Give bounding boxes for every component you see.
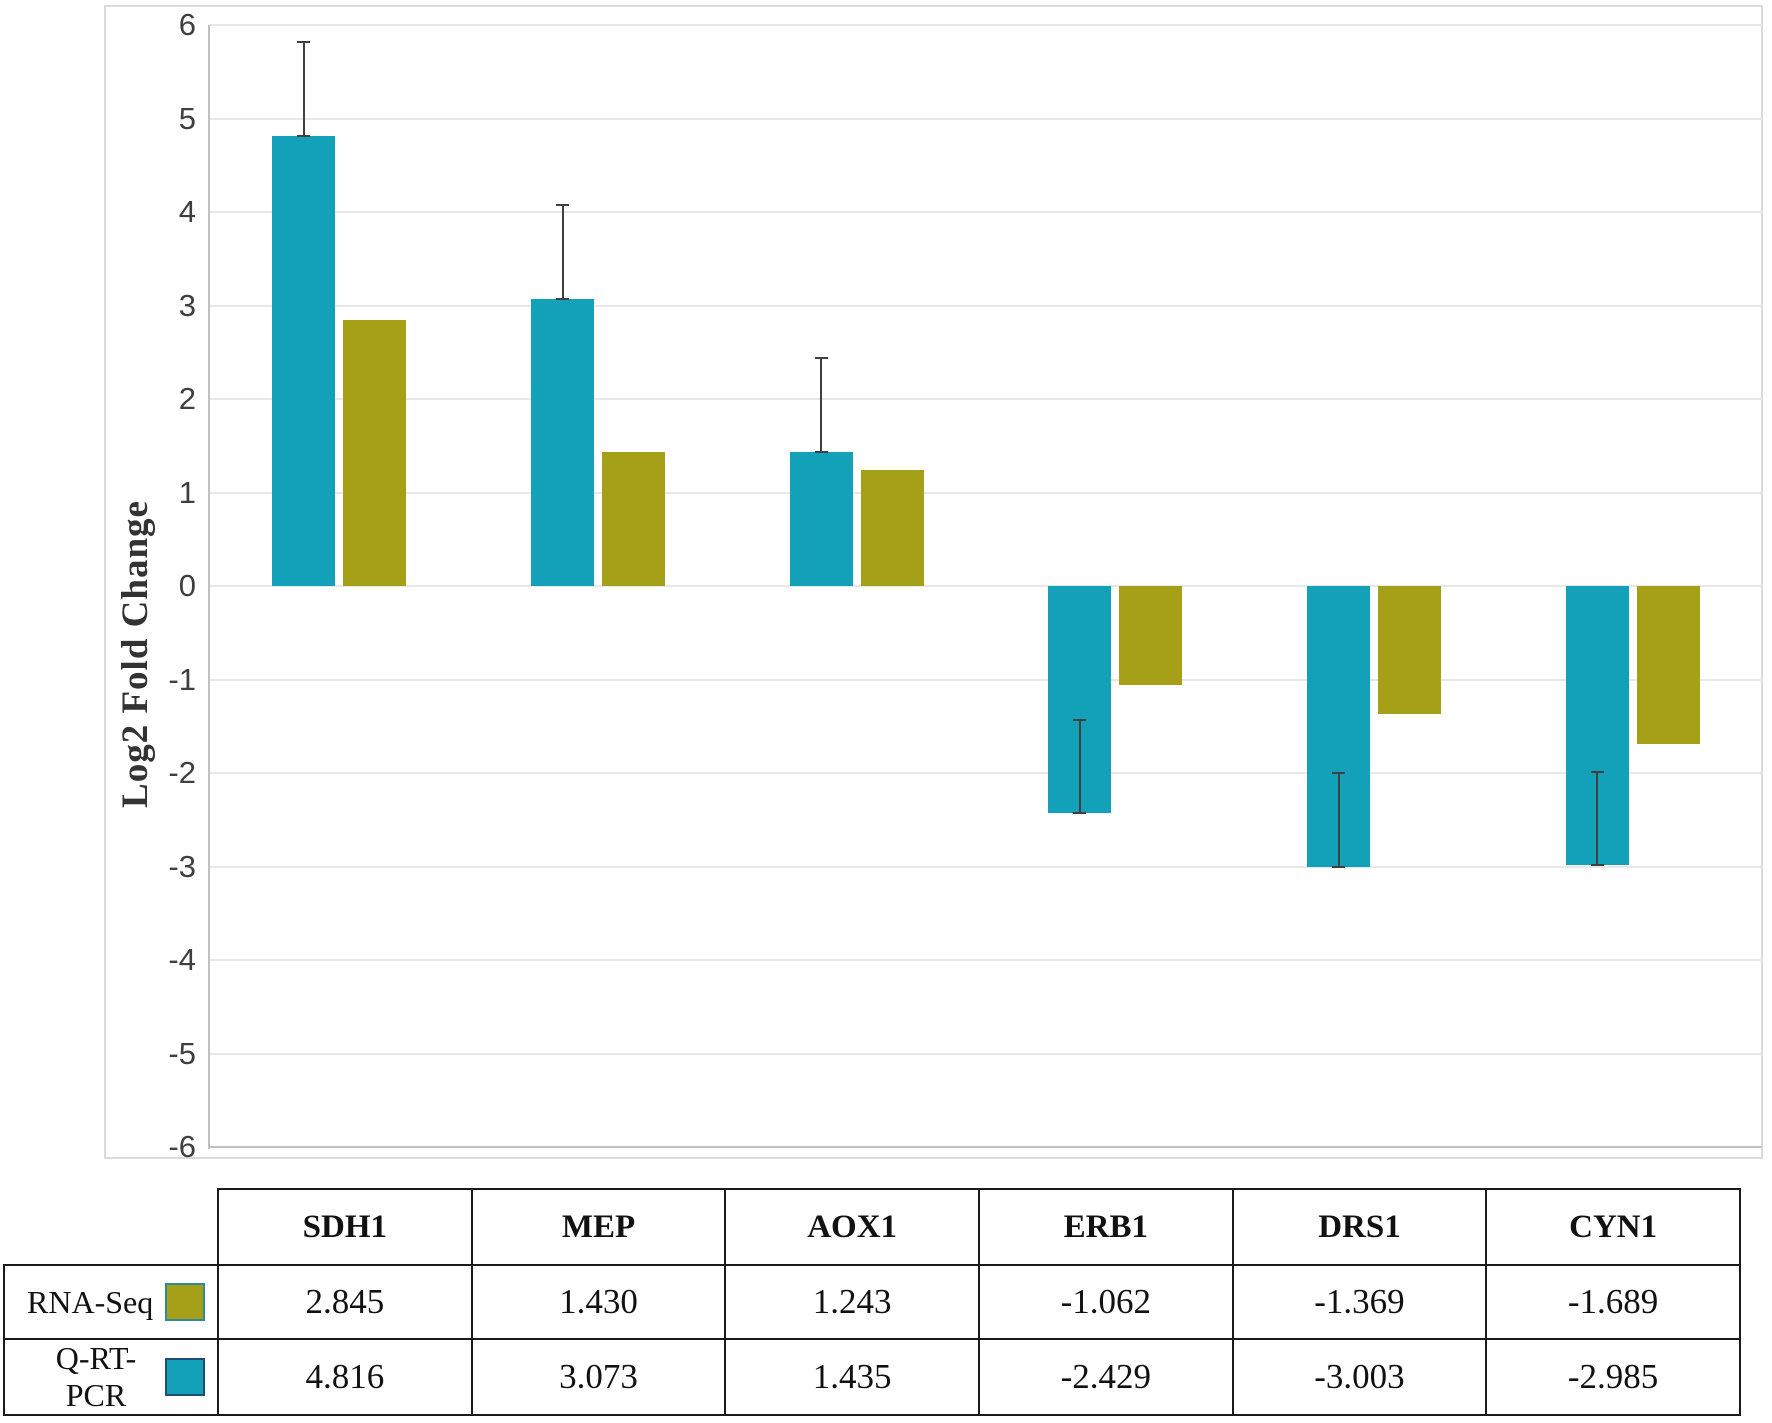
value-q-rt-pcr-mep: 3.073: [470, 1338, 727, 1416]
legend-label-q-rt-pcr: Q-RT-PCR: [55, 1340, 137, 1413]
error-bar-q-rt-pcr-cyn1: [1596, 771, 1599, 866]
value-rna-seq-aox1: 1.243: [724, 1264, 980, 1340]
value-q-rt-pcr-sdh1: 4.816: [217, 1338, 473, 1416]
error-bar-cap-bottom-drs1: [1332, 865, 1345, 868]
gridline-y--2: [210, 772, 1762, 774]
error-bar-cap-top-cyn1: [1590, 770, 1604, 773]
bar-q-rt-pcr-aox1: [789, 451, 853, 586]
y-axis-tick-label--6: -6: [168, 1129, 196, 1164]
value-rna-seq-sdh1: 2.845: [217, 1264, 473, 1340]
gridline-y-2: [210, 398, 1762, 400]
table-header-sdh1: SDH1: [217, 1188, 473, 1266]
gridline-y-3: [210, 304, 1762, 307]
error-bar-q-rt-pcr-drs1: [1337, 773, 1340, 867]
value-q-rt-pcr-drs1: -3.003: [1231, 1338, 1488, 1416]
gridline-y-1: [210, 491, 1762, 494]
value-rna-seq-erb1: -1.062: [977, 1264, 1234, 1340]
gridline-y--6: [210, 1146, 1762, 1148]
gridline-y--3: [210, 865, 1762, 868]
y-axis-tick-label-2: 2: [178, 381, 196, 416]
table-row-q-rt-pcr: Q-RT-PCR 4.816 3.073 1.435 -2.429 -3.003 -2.98…: [3, 1338, 1741, 1416]
gridline-y--4: [210, 959, 1762, 961]
table-row-rna-seq: RNA-Seq 2.845 1.430 1.243 -1.062 -1.369 -1.689: [3, 1264, 1741, 1340]
bar-rna-seq-drs1: [1378, 586, 1441, 714]
y-axis-tick-label--2: -2: [168, 755, 196, 790]
y-axis-line: [208, 25, 210, 1149]
table-corner-empty-cell: [4, 1189, 218, 1265]
legend-cell-rna-seq: RNA-Seq: [3, 1264, 219, 1340]
bar-rna-seq-erb1: [1119, 586, 1183, 686]
table-header-aox1: AOX1: [724, 1188, 980, 1266]
error-bar-q-rt-pcr-aox1: [820, 358, 823, 452]
error-bar-cap-bottom-erb1: [1073, 812, 1087, 815]
gridline-y-0: [210, 585, 1762, 587]
table-header-drs1: DRS1: [1231, 1188, 1488, 1266]
table-header-mep: MEP: [470, 1188, 727, 1266]
value-rna-seq-mep: 1.430: [470, 1264, 727, 1340]
bar-rna-seq-cyn1: [1636, 586, 1700, 744]
gridline-y-4: [210, 211, 1762, 213]
table-header-cyn1: CYN1: [1485, 1188, 1741, 1266]
table-header-erb1: ERB1: [977, 1188, 1234, 1266]
y-axis-tick-label--1: -1: [168, 661, 196, 697]
error-bar-q-rt-pcr-erb1: [1078, 719, 1081, 814]
error-bar-cap-bottom-cyn1: [1590, 864, 1604, 867]
error-bar-cap-bottom-mep: [556, 297, 569, 300]
y-axis-tick-label-0: 0: [178, 568, 196, 603]
gridline-y--1: [210, 678, 1762, 681]
y-axis-tick-label-4: 4: [178, 194, 196, 229]
y-axis-tick-label-1: 1: [178, 474, 196, 510]
y-axis-title: Log2 Fold Change: [115, 500, 156, 808]
gridline-y-5: [210, 117, 1762, 120]
error-bar-cap-top-erb1: [1073, 718, 1087, 721]
bar-q-rt-pcr-mep: [531, 298, 594, 586]
value-rna-seq-drs1: -1.369: [1231, 1264, 1488, 1340]
bar-rna-seq-mep: [602, 452, 665, 586]
y-axis-tick-label-6: 6: [178, 7, 196, 42]
error-bar-cap-top-sdh1: [297, 41, 311, 44]
gene-data-table: SDH1 MEP AOX1 ERB1 DRS1 CYN1 RNA-Seq 2.845 1.430…: [3, 1188, 1741, 1416]
error-bar-q-rt-pcr-sdh1: [302, 42, 305, 136]
value-q-rt-pcr-aox1: 1.435: [724, 1338, 980, 1416]
bar-rna-seq-aox1: [860, 469, 924, 586]
bar-rna-seq-sdh1: [343, 319, 407, 586]
y-axis-tick-label-3: 3: [178, 287, 196, 323]
error-bar-cap-top-aox1: [814, 357, 828, 360]
gridline-y-6: [210, 24, 1762, 26]
bar-q-rt-pcr-sdh1: [272, 135, 336, 586]
y-axis-tick-label--4: -4: [168, 942, 196, 977]
legend-swatch-rna-seq: [165, 1283, 205, 1321]
gridline-y--5: [210, 1052, 1762, 1055]
error-bar-cap-bottom-sdh1: [297, 134, 311, 137]
error-bar-q-rt-pcr-mep: [561, 205, 564, 299]
legend-label-rna-seq: RNA-Seq: [27, 1283, 154, 1320]
error-bar-cap-top-mep: [556, 204, 569, 207]
error-bar-cap-top-drs1: [1332, 772, 1345, 775]
value-rna-seq-cyn1: -1.689: [1485, 1264, 1741, 1340]
value-q-rt-pcr-cyn1: -2.985: [1485, 1338, 1741, 1416]
error-bar-cap-bottom-aox1: [814, 450, 828, 453]
legend-cell-q-rt-pcr: Q-RT-PCR: [3, 1338, 219, 1416]
y-axis-tick-label--3: -3: [168, 848, 196, 884]
table-header-row: SDH1 MEP AOX1 ERB1 DRS1 CYN1: [4, 1188, 1741, 1266]
y-axis-tick-label--5: -5: [168, 1035, 196, 1071]
y-axis-tick-label-5: 5: [178, 100, 196, 136]
legend-swatch-q-rt-pcr: [165, 1358, 205, 1396]
value-q-rt-pcr-erb1: -2.429: [977, 1338, 1234, 1416]
